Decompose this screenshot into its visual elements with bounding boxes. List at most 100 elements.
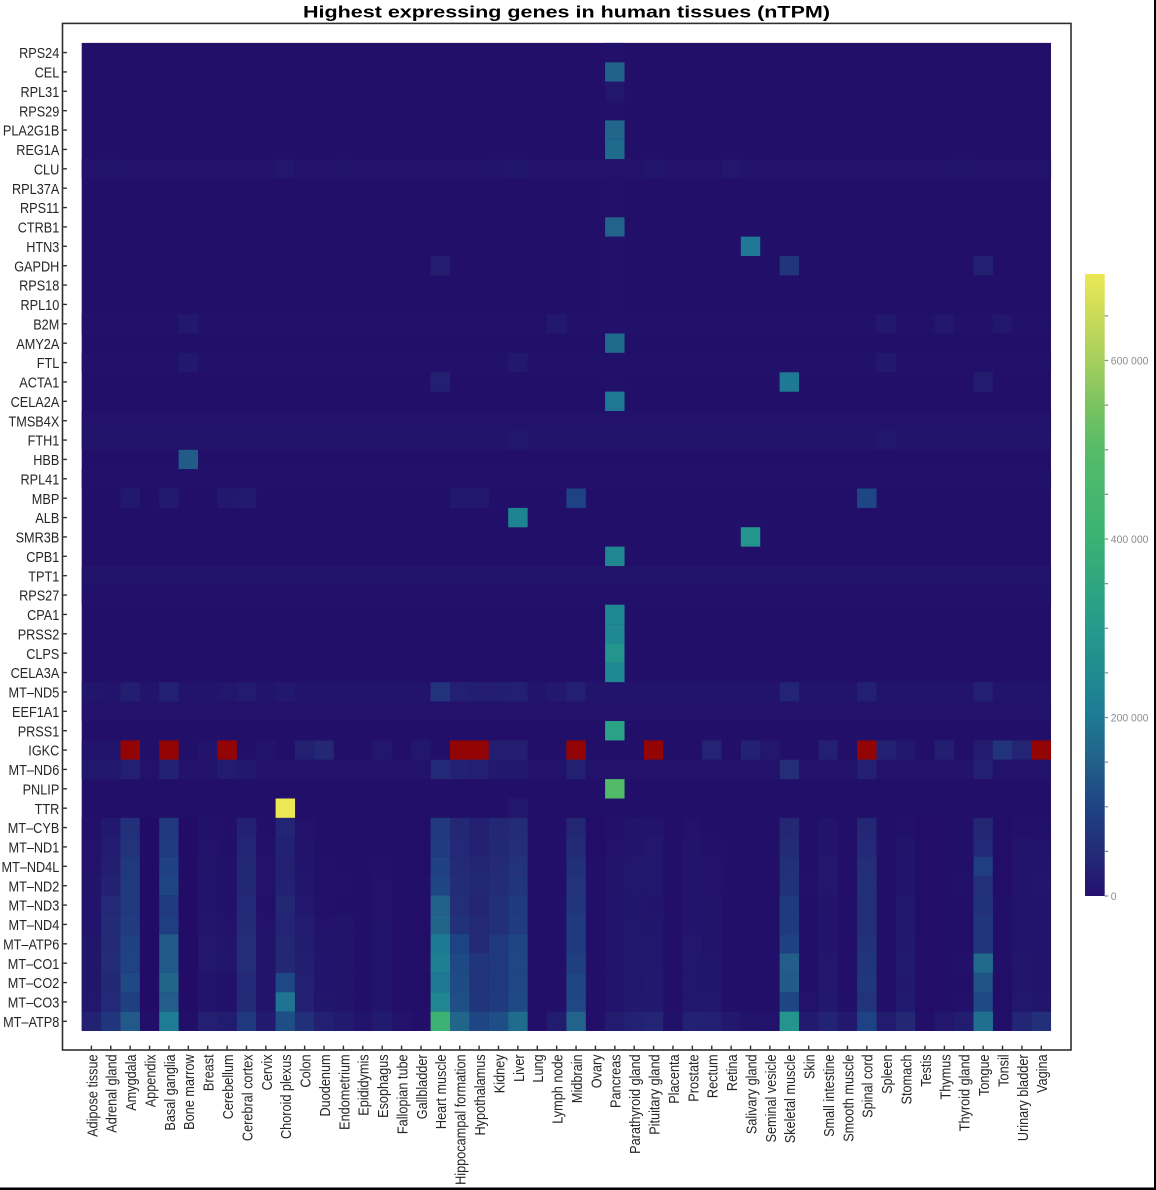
svg-text:AMY2A: AMY2A bbox=[16, 337, 59, 353]
svg-text:Ovary: Ovary bbox=[589, 1054, 605, 1088]
svg-text:Skeletal muscle: Skeletal muscle bbox=[783, 1054, 799, 1143]
svg-text:600 000: 600 000 bbox=[1111, 355, 1149, 367]
svg-text:REG1A: REG1A bbox=[16, 143, 59, 159]
svg-text:Colon: Colon bbox=[299, 1054, 315, 1087]
svg-text:Rectum: Rectum bbox=[706, 1054, 722, 1098]
svg-text:400 000: 400 000 bbox=[1111, 534, 1149, 546]
svg-text:RPL31: RPL31 bbox=[21, 85, 60, 101]
svg-text:Choroid plexus: Choroid plexus bbox=[279, 1054, 295, 1139]
svg-text:Thymus: Thymus bbox=[938, 1054, 954, 1099]
svg-text:200 000: 200 000 bbox=[1111, 712, 1149, 724]
svg-text:MT–CO3: MT–CO3 bbox=[8, 996, 60, 1012]
svg-text:PLA2G1B: PLA2G1B bbox=[3, 124, 59, 140]
svg-text:MT–CYB: MT–CYB bbox=[8, 821, 60, 837]
svg-text:0: 0 bbox=[1111, 891, 1117, 903]
svg-text:IGKC: IGKC bbox=[28, 744, 59, 760]
svg-text:B2M: B2M bbox=[33, 317, 59, 333]
svg-text:Prostate: Prostate bbox=[686, 1054, 702, 1101]
svg-text:Fallopian tube: Fallopian tube bbox=[395, 1054, 411, 1134]
svg-text:Retina: Retina bbox=[725, 1054, 741, 1092]
svg-text:Heart muscle: Heart muscle bbox=[434, 1054, 450, 1129]
svg-text:CPA1: CPA1 bbox=[27, 608, 59, 624]
svg-text:EEF1A1: EEF1A1 bbox=[12, 705, 59, 721]
svg-text:Gallbladder: Gallbladder bbox=[415, 1054, 431, 1119]
svg-text:Salivary gland: Salivary gland bbox=[744, 1054, 760, 1134]
svg-text:Kidney: Kidney bbox=[492, 1054, 508, 1093]
svg-text:Amygdala: Amygdala bbox=[124, 1054, 140, 1111]
svg-text:Spinal cord: Spinal cord bbox=[861, 1054, 877, 1118]
svg-text:Adrenal gland: Adrenal gland bbox=[105, 1054, 121, 1132]
svg-text:Stomach: Stomach bbox=[900, 1054, 916, 1104]
svg-text:RPL37A: RPL37A bbox=[12, 182, 60, 198]
svg-text:Thyroid gland: Thyroid gland bbox=[958, 1054, 974, 1131]
svg-text:RPS27: RPS27 bbox=[19, 589, 59, 605]
svg-text:Pancreas: Pancreas bbox=[609, 1054, 625, 1108]
svg-text:Bone marrow: Bone marrow bbox=[182, 1054, 198, 1130]
svg-text:Urinary bladder: Urinary bladder bbox=[1016, 1054, 1032, 1141]
svg-text:TTR: TTR bbox=[35, 802, 60, 818]
svg-text:Midbrain: Midbrain bbox=[570, 1054, 586, 1103]
svg-text:CELA3A: CELA3A bbox=[11, 666, 60, 682]
svg-text:TMSB4X: TMSB4X bbox=[9, 414, 60, 430]
svg-text:MT–ND6: MT–ND6 bbox=[9, 763, 60, 779]
svg-text:SMR3B: SMR3B bbox=[16, 531, 60, 547]
svg-text:Smooth muscle: Smooth muscle bbox=[841, 1054, 857, 1141]
svg-text:Basal ganglia: Basal ganglia bbox=[163, 1054, 179, 1131]
svg-text:MT–ND4: MT–ND4 bbox=[9, 918, 60, 934]
svg-text:MT–ND5: MT–ND5 bbox=[9, 686, 60, 702]
svg-text:CLU: CLU bbox=[34, 162, 59, 178]
svg-text:Hypothalamus: Hypothalamus bbox=[473, 1054, 489, 1135]
svg-text:FTL: FTL bbox=[37, 356, 60, 372]
svg-text:Vagina: Vagina bbox=[1035, 1054, 1051, 1093]
svg-text:RPS18: RPS18 bbox=[19, 279, 59, 295]
svg-text:Adipose tissue: Adipose tissue bbox=[85, 1054, 101, 1137]
svg-text:ACTA1: ACTA1 bbox=[19, 376, 59, 392]
svg-text:MT–ND4L: MT–ND4L bbox=[2, 860, 60, 876]
svg-text:Placenta: Placenta bbox=[667, 1054, 683, 1104]
svg-text:Cerebellum: Cerebellum bbox=[221, 1054, 237, 1119]
svg-text:MT–ND1: MT–ND1 bbox=[9, 841, 60, 857]
svg-text:Appendix: Appendix bbox=[143, 1054, 159, 1108]
svg-text:CELA2A: CELA2A bbox=[11, 395, 60, 411]
svg-text:Seminal vesicle: Seminal vesicle bbox=[764, 1054, 780, 1142]
svg-text:CLPS: CLPS bbox=[26, 647, 59, 663]
svg-text:RPS11: RPS11 bbox=[20, 201, 59, 217]
svg-text:MT–ND2: MT–ND2 bbox=[9, 879, 60, 895]
svg-text:ALB: ALB bbox=[35, 511, 59, 527]
svg-text:MT–CO2: MT–CO2 bbox=[8, 976, 60, 992]
svg-text:Skin: Skin bbox=[803, 1054, 819, 1079]
svg-text:RPL41: RPL41 bbox=[21, 472, 60, 488]
svg-text:HTN3: HTN3 bbox=[26, 240, 59, 256]
svg-text:PRSS2: PRSS2 bbox=[18, 627, 60, 643]
svg-text:Cervix: Cervix bbox=[260, 1054, 276, 1091]
svg-text:RPL10: RPL10 bbox=[21, 298, 60, 314]
svg-text:CTRB1: CTRB1 bbox=[18, 221, 60, 237]
svg-text:Spleen: Spleen bbox=[880, 1054, 896, 1094]
svg-text:MBP: MBP bbox=[32, 492, 60, 508]
svg-text:HBB: HBB bbox=[33, 453, 59, 469]
svg-text:TPT1: TPT1 bbox=[28, 569, 59, 585]
svg-text:MT–ND3: MT–ND3 bbox=[9, 899, 60, 915]
svg-text:MT–ATP6: MT–ATP6 bbox=[3, 937, 59, 953]
svg-text:MT–ATP8: MT–ATP8 bbox=[3, 1015, 59, 1031]
svg-text:PNLIP: PNLIP bbox=[23, 782, 60, 798]
svg-text:Pituitary gland: Pituitary gland bbox=[647, 1054, 663, 1134]
svg-text:RPS24: RPS24 bbox=[19, 46, 59, 62]
svg-text:Lymph node: Lymph node bbox=[551, 1054, 567, 1123]
svg-text:MT–CO1: MT–CO1 bbox=[8, 957, 60, 973]
svg-text:Lung: Lung bbox=[531, 1054, 547, 1082]
svg-text:RPS29: RPS29 bbox=[19, 104, 59, 120]
svg-text:Esophagus: Esophagus bbox=[376, 1054, 392, 1118]
svg-text:CPB1: CPB1 bbox=[26, 550, 59, 566]
svg-text:Liver: Liver bbox=[512, 1054, 528, 1082]
svg-text:Endometrium: Endometrium bbox=[337, 1054, 353, 1130]
svg-text:Tongue: Tongue bbox=[977, 1054, 993, 1096]
svg-text:GAPDH: GAPDH bbox=[14, 259, 59, 275]
svg-text:Highest expressing genes in hu: Highest expressing genes in human tissue… bbox=[303, 2, 830, 21]
svg-text:Epididymis: Epididymis bbox=[357, 1054, 373, 1115]
svg-text:Hippocampal formation: Hippocampal formation bbox=[454, 1054, 470, 1185]
svg-text:Small intestine: Small intestine bbox=[822, 1054, 838, 1137]
svg-text:PRSS1: PRSS1 bbox=[18, 724, 60, 740]
svg-text:CEL: CEL bbox=[35, 66, 60, 82]
svg-text:Cerebral cortex: Cerebral cortex bbox=[240, 1054, 256, 1141]
